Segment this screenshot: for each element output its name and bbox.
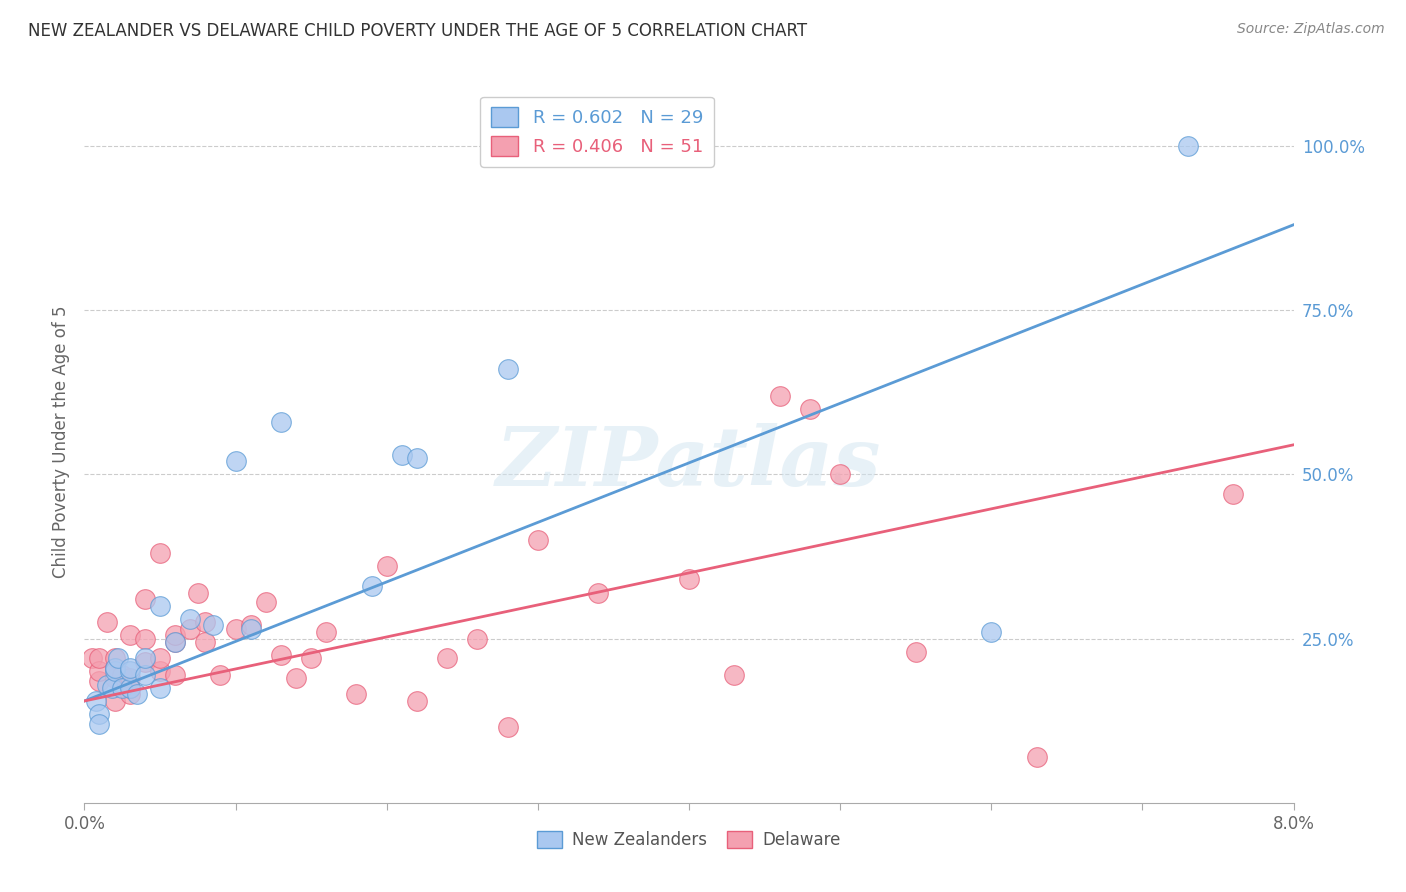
Point <box>134 592 156 607</box>
Legend: New Zealanders, Delaware: New Zealanders, Delaware <box>530 824 848 856</box>
Y-axis label: Child Poverty Under the Age of 5: Child Poverty Under the Age of 5 <box>52 305 70 578</box>
Point <box>299 651 322 665</box>
Point <box>86 694 108 708</box>
Point <box>100 681 122 695</box>
Point <box>118 628 141 642</box>
Point <box>980 625 1002 640</box>
Point <box>225 454 247 468</box>
Point <box>179 612 201 626</box>
Point <box>406 450 429 465</box>
Point <box>134 632 156 646</box>
Point <box>89 707 111 722</box>
Point <box>209 667 232 681</box>
Point <box>239 618 262 632</box>
Point <box>315 625 337 640</box>
Point <box>104 671 127 685</box>
Point <box>104 661 127 675</box>
Point <box>375 559 398 574</box>
Point <box>1025 749 1047 764</box>
Point <box>134 667 156 681</box>
Point <box>270 648 292 662</box>
Point <box>201 618 224 632</box>
Point <box>149 681 172 695</box>
Point <box>134 651 156 665</box>
Point <box>89 665 111 679</box>
Point <box>678 573 700 587</box>
Point <box>127 687 149 701</box>
Text: ZIPatlas: ZIPatlas <box>496 423 882 503</box>
Point <box>80 651 103 665</box>
Text: NEW ZEALANDER VS DELAWARE CHILD POVERTY UNDER THE AGE OF 5 CORRELATION CHART: NEW ZEALANDER VS DELAWARE CHILD POVERTY … <box>28 22 807 40</box>
Point <box>496 362 519 376</box>
Point <box>391 448 413 462</box>
Point <box>96 677 118 691</box>
Point <box>118 681 141 695</box>
Point <box>830 467 852 482</box>
Point <box>111 667 134 681</box>
Point <box>134 655 156 669</box>
Point <box>270 415 292 429</box>
Point <box>588 585 610 599</box>
Point <box>118 665 141 679</box>
Point <box>165 635 187 649</box>
Point <box>89 674 111 689</box>
Point <box>104 661 127 675</box>
Point <box>1222 487 1244 501</box>
Point <box>118 671 141 685</box>
Point <box>149 665 172 679</box>
Point <box>104 651 127 665</box>
Text: Source: ZipAtlas.com: Source: ZipAtlas.com <box>1237 22 1385 37</box>
Point <box>149 546 172 560</box>
Point <box>118 661 141 675</box>
Point <box>346 687 368 701</box>
Point <box>89 717 111 731</box>
Point <box>149 651 172 665</box>
Point <box>165 635 187 649</box>
Point <box>194 635 217 649</box>
Point <box>89 651 111 665</box>
Point <box>179 622 201 636</box>
Point <box>1177 139 1199 153</box>
Point <box>360 579 382 593</box>
Point <box>406 694 429 708</box>
Point <box>194 615 217 630</box>
Point <box>187 585 209 599</box>
Point <box>769 388 792 402</box>
Point <box>254 595 277 609</box>
Point <box>225 622 247 636</box>
Point <box>527 533 550 547</box>
Point <box>107 651 129 665</box>
Point <box>496 720 519 734</box>
Point <box>467 632 489 646</box>
Point <box>96 615 118 630</box>
Point <box>436 651 458 665</box>
Point <box>239 622 262 636</box>
Point <box>723 667 745 681</box>
Point <box>111 681 134 695</box>
Point <box>165 628 187 642</box>
Point <box>104 694 127 708</box>
Point <box>118 687 141 701</box>
Point <box>104 665 127 679</box>
Point <box>285 671 308 685</box>
Point <box>904 645 927 659</box>
Point <box>149 599 172 613</box>
Point <box>799 401 821 416</box>
Point <box>118 681 141 695</box>
Point <box>165 667 187 681</box>
